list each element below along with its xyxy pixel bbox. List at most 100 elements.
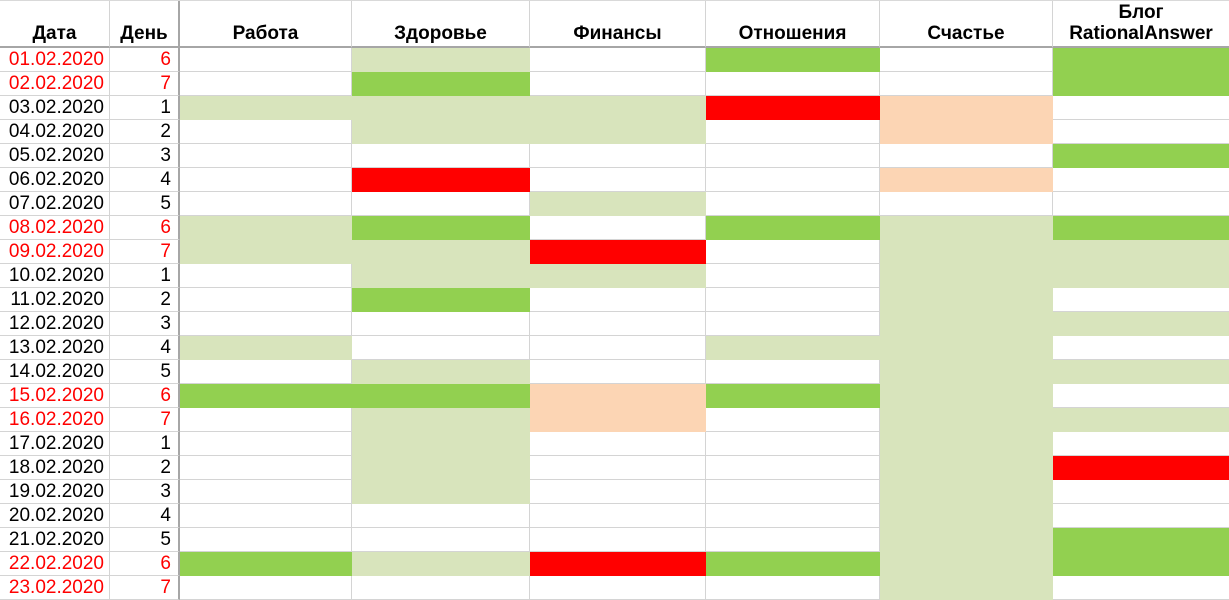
day-cell[interactable]: 2 <box>110 456 180 480</box>
cell-finance[interactable] <box>530 288 706 312</box>
cell-work[interactable] <box>180 96 352 120</box>
cell-blog[interactable] <box>1053 336 1229 360</box>
cell-blog[interactable] <box>1053 504 1229 528</box>
column-header-happiness[interactable]: Счастье <box>880 1 1053 48</box>
cell-health[interactable] <box>352 216 530 240</box>
cell-happiness[interactable] <box>880 72 1053 96</box>
cell-happiness[interactable] <box>880 288 1053 312</box>
date-cell[interactable]: 22.02.2020 <box>0 552 110 576</box>
cell-health[interactable] <box>352 336 530 360</box>
cell-relations[interactable] <box>706 360 880 384</box>
day-cell[interactable]: 6 <box>110 384 180 408</box>
cell-work[interactable] <box>180 360 352 384</box>
cell-happiness[interactable] <box>880 192 1053 216</box>
cell-health[interactable] <box>352 120 530 144</box>
cell-blog[interactable] <box>1053 144 1229 168</box>
day-cell[interactable]: 2 <box>110 120 180 144</box>
cell-work[interactable] <box>180 144 352 168</box>
date-cell[interactable]: 02.02.2020 <box>0 72 110 96</box>
cell-work[interactable] <box>180 576 352 600</box>
day-cell[interactable]: 3 <box>110 480 180 504</box>
cell-relations[interactable] <box>706 216 880 240</box>
column-header-day[interactable]: День <box>110 1 180 48</box>
cell-blog[interactable] <box>1053 240 1229 264</box>
day-cell[interactable]: 4 <box>110 336 180 360</box>
cell-blog[interactable] <box>1053 264 1229 288</box>
cell-relations[interactable] <box>706 192 880 216</box>
cell-work[interactable] <box>180 336 352 360</box>
cell-blog[interactable] <box>1053 360 1229 384</box>
cell-finance[interactable] <box>530 240 706 264</box>
date-cell[interactable]: 06.02.2020 <box>0 168 110 192</box>
cell-relations[interactable] <box>706 456 880 480</box>
date-cell[interactable]: 16.02.2020 <box>0 408 110 432</box>
cell-health[interactable] <box>352 408 530 432</box>
day-cell[interactable]: 3 <box>110 312 180 336</box>
day-cell[interactable]: 7 <box>110 240 180 264</box>
cell-happiness[interactable] <box>880 96 1053 120</box>
cell-blog[interactable] <box>1053 120 1229 144</box>
cell-blog[interactable] <box>1053 288 1229 312</box>
cell-blog[interactable] <box>1053 72 1229 96</box>
cell-relations[interactable] <box>706 168 880 192</box>
cell-work[interactable] <box>180 168 352 192</box>
cell-finance[interactable] <box>530 480 706 504</box>
cell-blog[interactable] <box>1053 552 1229 576</box>
cell-finance[interactable] <box>530 168 706 192</box>
day-cell[interactable]: 6 <box>110 552 180 576</box>
cell-relations[interactable] <box>706 504 880 528</box>
cell-happiness[interactable] <box>880 576 1053 600</box>
cell-finance[interactable] <box>530 216 706 240</box>
cell-work[interactable] <box>180 456 352 480</box>
cell-work[interactable] <box>180 72 352 96</box>
cell-finance[interactable] <box>530 48 706 72</box>
cell-blog[interactable] <box>1053 96 1229 120</box>
day-cell[interactable]: 7 <box>110 576 180 600</box>
cell-health[interactable] <box>352 576 530 600</box>
cell-relations[interactable] <box>706 552 880 576</box>
cell-finance[interactable] <box>530 552 706 576</box>
cell-health[interactable] <box>352 264 530 288</box>
cell-work[interactable] <box>180 528 352 552</box>
cell-relations[interactable] <box>706 240 880 264</box>
cell-health[interactable] <box>352 480 530 504</box>
cell-work[interactable] <box>180 120 352 144</box>
date-cell[interactable]: 14.02.2020 <box>0 360 110 384</box>
day-cell[interactable]: 1 <box>110 96 180 120</box>
cell-finance[interactable] <box>530 96 706 120</box>
cell-finance[interactable] <box>530 456 706 480</box>
cell-work[interactable] <box>180 312 352 336</box>
cell-health[interactable] <box>352 144 530 168</box>
date-cell[interactable]: 23.02.2020 <box>0 576 110 600</box>
cell-relations[interactable] <box>706 336 880 360</box>
cell-work[interactable] <box>180 408 352 432</box>
cell-relations[interactable] <box>706 72 880 96</box>
cell-health[interactable] <box>352 552 530 576</box>
cell-finance[interactable] <box>530 408 706 432</box>
column-header-work[interactable]: Работа <box>180 1 352 48</box>
cell-finance[interactable] <box>530 384 706 408</box>
cell-relations[interactable] <box>706 144 880 168</box>
cell-health[interactable] <box>352 96 530 120</box>
day-cell[interactable]: 4 <box>110 168 180 192</box>
cell-happiness[interactable] <box>880 216 1053 240</box>
cell-finance[interactable] <box>530 120 706 144</box>
date-cell[interactable]: 20.02.2020 <box>0 504 110 528</box>
cell-health[interactable] <box>352 312 530 336</box>
date-cell[interactable]: 03.02.2020 <box>0 96 110 120</box>
cell-blog[interactable] <box>1053 408 1229 432</box>
cell-health[interactable] <box>352 432 530 456</box>
cell-health[interactable] <box>352 72 530 96</box>
column-header-date[interactable]: Дата <box>0 1 110 48</box>
cell-happiness[interactable] <box>880 168 1053 192</box>
cell-health[interactable] <box>352 288 530 312</box>
cell-finance[interactable] <box>530 264 706 288</box>
date-cell[interactable]: 19.02.2020 <box>0 480 110 504</box>
cell-happiness[interactable] <box>880 480 1053 504</box>
cell-happiness[interactable] <box>880 336 1053 360</box>
cell-work[interactable] <box>180 480 352 504</box>
cell-relations[interactable] <box>706 264 880 288</box>
cell-health[interactable] <box>352 192 530 216</box>
cell-blog[interactable] <box>1053 528 1229 552</box>
cell-work[interactable] <box>180 240 352 264</box>
